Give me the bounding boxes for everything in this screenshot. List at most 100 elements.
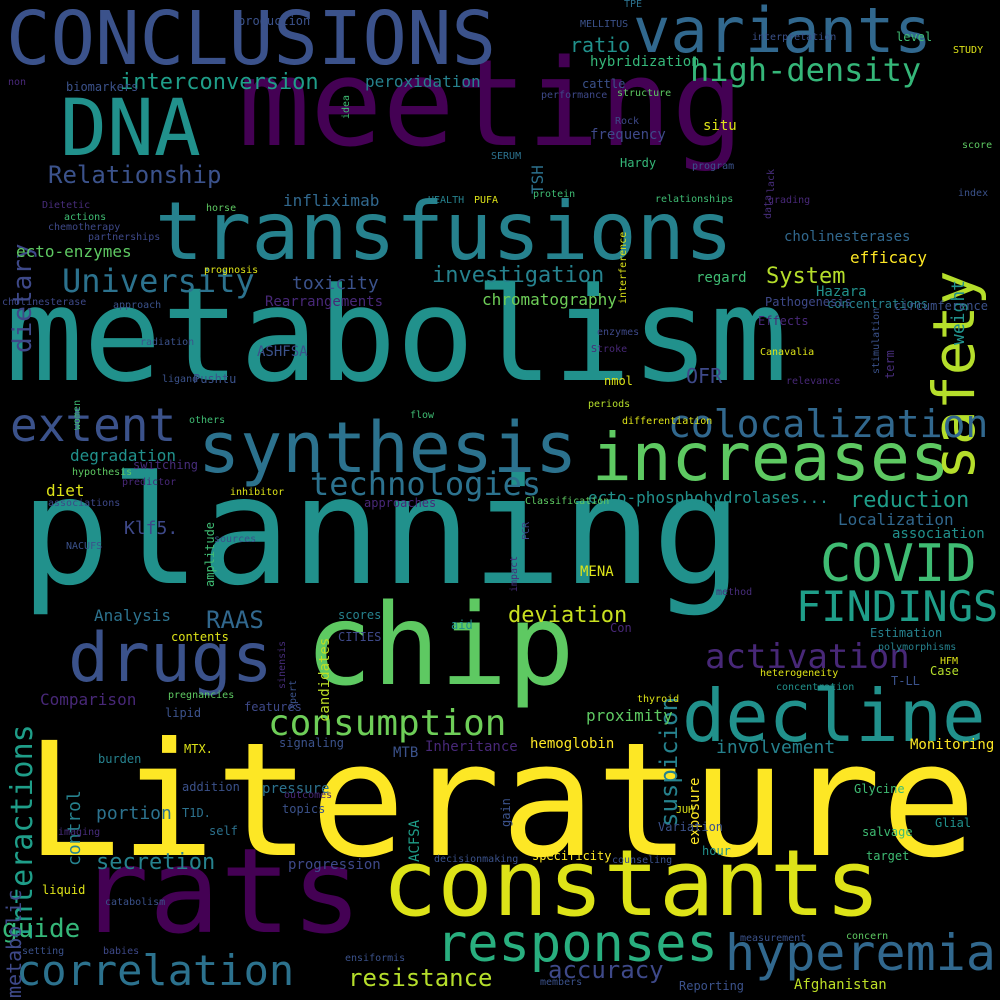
word: Monitoring — [910, 737, 995, 753]
word: term — [883, 350, 897, 379]
word: members — [540, 977, 583, 988]
word: resistance — [348, 964, 493, 992]
word: thyroid — [637, 694, 680, 705]
word: Relationship — [48, 161, 222, 189]
word: Hardy — [620, 156, 657, 170]
word: features — [244, 700, 302, 714]
word: TPE — [624, 0, 643, 10]
word: non — [8, 77, 27, 88]
word: relevance — [786, 376, 841, 387]
word: NACUFS — [66, 541, 103, 552]
word: nmol — [604, 374, 633, 388]
word: Reporting — [679, 979, 745, 993]
word: biomarkers — [66, 80, 139, 94]
word: Glial — [935, 816, 972, 830]
word: measurement — [740, 933, 807, 944]
word: Case — [930, 664, 959, 678]
word: periods — [588, 399, 631, 410]
word: ACFSA — [407, 819, 423, 862]
word: HEALTH — [428, 195, 465, 206]
word: Effects — [758, 314, 809, 328]
word: topics — [282, 802, 326, 816]
word: addition — [182, 780, 240, 794]
word: drugs — [68, 619, 273, 698]
word: association — [892, 526, 985, 542]
word: Rock — [615, 116, 640, 127]
word: amplitude — [203, 521, 217, 587]
word: secretion — [96, 850, 216, 875]
word: babies — [103, 946, 140, 957]
word: peroxidation — [365, 72, 481, 91]
word: concern — [846, 931, 889, 942]
word: chip — [305, 581, 575, 711]
word: Rearrangements — [265, 294, 384, 310]
word: counseling — [612, 855, 673, 866]
word: Canavalia — [760, 347, 815, 358]
word: impact — [509, 555, 520, 592]
word: chromatography — [482, 290, 617, 309]
word: horse — [206, 203, 237, 214]
word: Dietetic — [42, 200, 91, 211]
word: catabolism — [105, 897, 166, 908]
word: production — [238, 14, 311, 28]
word: index — [958, 188, 989, 199]
word: guide — [2, 914, 81, 944]
word: relationships — [655, 194, 734, 205]
word: portion — [96, 803, 172, 824]
word: interference — [618, 231, 629, 304]
word: MTB — [393, 745, 419, 761]
word: idea — [341, 94, 352, 119]
word: correlation — [16, 946, 295, 995]
word: inhibitor — [230, 487, 285, 498]
word: SERUM — [491, 151, 522, 162]
word: hyperemia — [725, 924, 996, 982]
word: constants — [382, 830, 881, 937]
word: synthesis — [198, 407, 578, 489]
word: Localization — [838, 510, 954, 529]
word: efficacy — [850, 248, 928, 267]
word: PUFA — [474, 195, 499, 206]
word: aid — [451, 618, 473, 632]
word: flow — [410, 410, 435, 421]
word: proximity — [586, 706, 673, 725]
word: Analysis — [94, 606, 172, 625]
word: HFM — [940, 656, 959, 667]
word: Xpert — [288, 679, 299, 710]
word: frequency — [590, 127, 666, 143]
word: rats — [78, 822, 363, 960]
word: cholinesterase — [2, 297, 87, 308]
word: method — [716, 587, 753, 598]
word: hour — [702, 844, 731, 858]
word: grading — [768, 195, 811, 206]
word: COVID — [820, 534, 977, 594]
word: activation — [705, 637, 910, 677]
word: associations — [48, 498, 121, 509]
word: regard — [696, 270, 747, 286]
word: variants — [633, 0, 932, 67]
word: outcomes — [284, 790, 333, 801]
word: Comparison — [40, 690, 137, 709]
word: cholinesterases — [784, 229, 911, 245]
word: circumference — [894, 299, 988, 313]
word: ecto-phosphohydrolases... — [588, 488, 829, 507]
word: Hazara — [816, 284, 867, 300]
word: University — [62, 262, 255, 300]
word: target — [866, 849, 910, 863]
word: Estimation — [870, 626, 943, 640]
word: hemoglobin — [530, 736, 615, 752]
word: ensiformis — [345, 953, 406, 964]
word: chemotherapy — [48, 222, 121, 233]
word: switching — [133, 458, 199, 472]
word: stimulation — [871, 307, 882, 374]
word: differentiation — [622, 416, 713, 427]
word: approach — [113, 300, 162, 311]
word: Con — [610, 621, 632, 635]
word: planning — [20, 445, 743, 619]
word: reduction — [850, 488, 970, 513]
word: MTX. — [184, 742, 213, 756]
word: specificity — [532, 849, 612, 863]
word: cattle — [582, 77, 626, 91]
word: transfusions — [155, 185, 733, 278]
word: lipid — [165, 706, 202, 720]
